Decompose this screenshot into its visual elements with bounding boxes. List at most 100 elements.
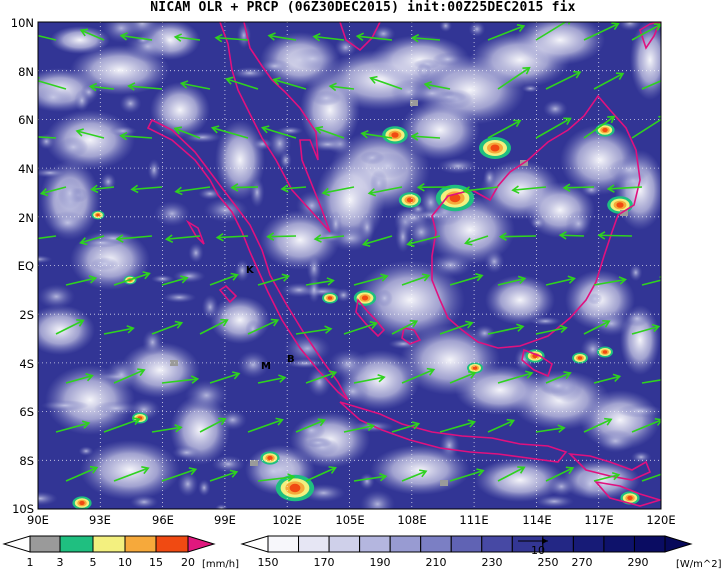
wind-vector-head [314, 125, 324, 135]
wind-vector-head [173, 33, 183, 42]
wind-vector [407, 235, 441, 246]
wind-vector [535, 326, 567, 335]
wind-vector [305, 371, 336, 384]
precip-cell [250, 460, 258, 466]
olr-colorbar-low-arrow [240, 535, 269, 553]
wind-vector [315, 235, 345, 240]
cloud-region [236, 22, 252, 49]
lat-label: 6N [18, 113, 34, 127]
cloud-region [215, 504, 228, 509]
wind-vector-head [79, 237, 88, 246]
wind-vector [500, 235, 537, 238]
cloud-region [580, 182, 602, 197]
precip-cell [410, 100, 418, 106]
wind-vector [65, 277, 96, 286]
wind-vector-head [516, 323, 525, 332]
cloud-region [437, 157, 479, 175]
wind-vector [593, 375, 620, 384]
cloud-region [201, 294, 219, 320]
coastlines [146, 22, 661, 507]
wind-vector [593, 72, 624, 90]
wind-vector-head [164, 234, 174, 243]
wind-vector-head [607, 115, 616, 124]
wind-vector-head [562, 183, 571, 192]
cloud-region [198, 479, 211, 497]
wind-vector-head [90, 184, 99, 194]
cloud-region [595, 429, 635, 453]
cloud-region [468, 22, 486, 38]
wind-vector-head [409, 319, 419, 328]
cloud-region [38, 84, 72, 110]
cloud-region [203, 197, 249, 223]
cloud-region [184, 379, 228, 411]
lat-axis: 10N 8N 6N 4N 2N EQ 2S 4S 6S 8S 10S [11, 16, 34, 516]
wind-vector-head [324, 325, 333, 334]
wind-vector-head [476, 468, 485, 477]
cloud-region [539, 374, 577, 398]
wind-vector-head [380, 273, 389, 282]
lat-label: 6S [19, 405, 34, 419]
precip-tick: 15 [149, 556, 163, 569]
wind-vector-head [174, 423, 183, 433]
olr-color-swatch [603, 535, 635, 553]
wind-vector-head [462, 186, 471, 195]
cloud-region [618, 22, 642, 31]
precip-color-swatch [92, 535, 126, 553]
wind-vector [583, 23, 619, 41]
coastline-java [339, 401, 568, 463]
olr-color-swatch [450, 535, 483, 553]
cloud-region [307, 276, 321, 304]
wind-vector [641, 279, 661, 286]
wind-vector [598, 234, 633, 237]
wind-vector-head [369, 75, 378, 84]
wind-vector [641, 473, 661, 482]
wind-vector [273, 78, 307, 90]
wind-vector-head [611, 22, 620, 31]
lon-axis: 90E 93E 96E 99E 102E 105E 108E 111E 114E… [27, 513, 676, 527]
cloud-region [439, 431, 460, 460]
coastline-bangka [355, 298, 422, 345]
lat-label: 8S [19, 454, 34, 468]
olr-colorbar-cells [267, 535, 666, 553]
wind-vector [226, 78, 259, 90]
precip-color-swatch [155, 535, 189, 553]
cloud-region [147, 158, 161, 182]
olr-unit: [W/m^2] [676, 559, 722, 570]
cloud-region [234, 259, 250, 282]
wind-vector [209, 372, 240, 384]
wind-vector [535, 22, 568, 41]
wind-vector-head [232, 371, 241, 380]
wind-vector [560, 234, 585, 237]
wind-vector [199, 418, 226, 433]
wind-vector [161, 378, 198, 384]
cloud-region [359, 473, 375, 490]
wind-vector [449, 371, 476, 384]
wind-vector [209, 274, 238, 286]
wind-vector [161, 277, 188, 286]
cloud-region [153, 200, 191, 227]
cloud-region [631, 451, 652, 464]
wind-vector-head [230, 272, 239, 281]
wind-vector [116, 235, 153, 240]
precip-tick: 3 [57, 556, 64, 569]
wind-vector [76, 130, 105, 139]
wind-vector-head [361, 238, 371, 247]
wind-vector [113, 369, 145, 384]
cloud-region [210, 296, 270, 344]
wind-vector [212, 127, 249, 139]
wind-vector-head [559, 324, 568, 334]
cloud-region [334, 37, 357, 58]
wind-vector-head [180, 275, 189, 284]
wind-vector-head [89, 465, 99, 474]
lon-label: 102E [272, 513, 301, 527]
wind-vector-head [654, 417, 661, 426]
wind-vector-head [410, 132, 419, 141]
olr-tick: 150 [258, 556, 279, 569]
cloud-region [288, 48, 336, 70]
wind-vector-head [421, 273, 431, 282]
wind-vector [38, 34, 57, 41]
precip-cell [440, 480, 448, 486]
precip-cell [620, 210, 628, 216]
cloud-region [38, 255, 53, 264]
cloud-region [78, 446, 94, 456]
